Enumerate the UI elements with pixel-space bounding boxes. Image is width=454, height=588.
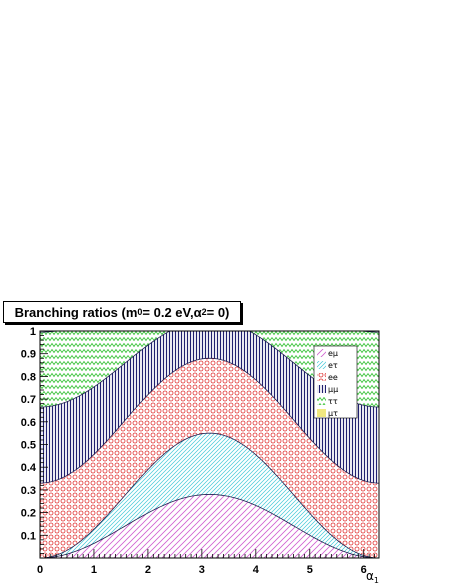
area-2 [40,433,379,558]
legend-entry: ee [328,373,338,382]
area-4 [40,331,379,484]
legend-swatch [317,409,326,417]
x-tick-label: 6 [361,564,367,576]
legend-entry: μτ [328,409,338,418]
area-5 [40,331,379,408]
stacked-areas [40,331,379,558]
legend-swatch [317,373,326,381]
y-tick-label: 0.9 [21,349,36,361]
boundary-1 [39,494,380,559]
legend-entry: eμ [328,349,338,358]
chart-title-box: Branching ratios (m 0 = 0.2 eV,α 2 = 0) [3,301,241,323]
x-tick-label: 5 [307,564,313,576]
y-tick-label: 0.4 [21,462,37,474]
x-axis: 0 1 2 3 4 5 6 [37,549,375,576]
x-tick-label: 0 [37,564,43,576]
boundary-2 [39,432,380,559]
y-tick-label: 1 [30,326,36,338]
y-tick-label: 0.6 [21,417,36,429]
y-tick-label: 0.8 [21,371,36,383]
y-axis: 0.1 0.2 0.3 0.4 0.5 0.6 0.7 0.8 0.9 1 [21,326,48,559]
x-tick-label: 3 [199,564,205,576]
y-tick-label: 0.1 [21,530,36,542]
legend-swatch [317,397,326,405]
legend-entry: eτ [328,361,338,370]
y-tick-label: 0.5 [21,440,36,452]
legend-box [313,345,358,419]
boundary-3 [39,357,380,484]
legend-swatch [317,361,326,369]
y-tick-label: 0.3 [21,485,36,497]
legend: eμ eτ ee μμ ττ μτ [313,345,358,419]
x-tick-label: 1 [91,564,97,576]
x-tick-label: 4 [253,564,260,576]
area-1 [40,494,379,558]
legend-swatch [317,385,326,393]
y-tick-label: 0.7 [21,394,36,406]
y-tick-label: 0.2 [21,508,36,520]
area-3 [40,358,379,558]
chart-title: Branching ratios (m 0 = 0.2 eV,α 2 = 0) [14,304,230,320]
legend-swatch [317,349,326,357]
legend-entry: μμ [328,385,338,394]
legend-entry: ττ [328,397,338,406]
x-axis-label: α1 [366,569,379,585]
x-tick-label: 2 [145,564,151,576]
